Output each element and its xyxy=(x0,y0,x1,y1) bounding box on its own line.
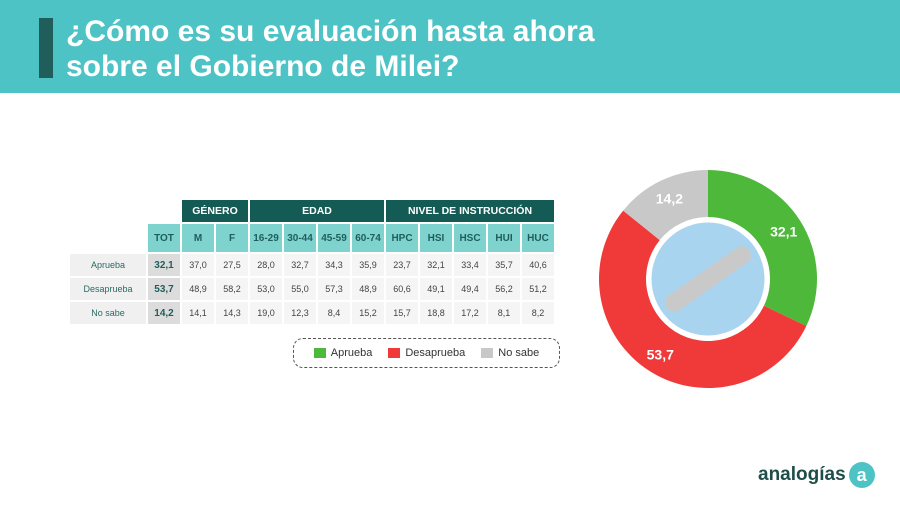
table-cell: 58,2 xyxy=(216,278,248,300)
legend-swatch xyxy=(313,348,326,358)
table-cell: 28,0 xyxy=(250,254,282,276)
table-cell: 18,8 xyxy=(420,302,452,324)
legend-item-nosabe: No sabe xyxy=(481,347,539,359)
table-cell: 48,9 xyxy=(182,278,214,300)
table-cell: 55,0 xyxy=(284,278,316,300)
column-header: HSI xyxy=(420,224,452,252)
analogias-logo: analogías a xyxy=(758,462,875,488)
data-label: 32,1 xyxy=(770,223,797,239)
group-header-nivel: NIVEL DE INSTRUCCIÓN xyxy=(386,200,554,222)
table-cell: 8,1 xyxy=(488,302,520,324)
group-header-genero: GÉNERO xyxy=(182,200,248,222)
column-header: 16-29 xyxy=(250,224,282,252)
table-cell: 19,0 xyxy=(250,302,282,324)
column-header: 60-74 xyxy=(352,224,384,252)
column-header: M xyxy=(182,224,214,252)
donut-slice-desaprueba xyxy=(598,210,807,389)
table-cell: 49,1 xyxy=(420,278,452,300)
table-cell: 32,7 xyxy=(284,254,316,276)
column-header: HSC xyxy=(454,224,486,252)
table-cell: 15,2 xyxy=(352,302,384,324)
row-label: No sabe xyxy=(70,302,146,324)
table-cell: 8,4 xyxy=(318,302,350,324)
table-cell: 12,3 xyxy=(284,302,316,324)
table-cell: 57,3 xyxy=(318,278,350,300)
table-row: Aprueba 32,1 37,0 27,5 28,0 32,7 34,3 35,9 23,7 3… xyxy=(70,254,554,276)
donut-chart: 32,1 53,7 14,2 xyxy=(598,170,817,389)
table-cell: 14,3 xyxy=(216,302,248,324)
table-cell: 33,4 xyxy=(454,254,486,276)
total-cell: 32,1 xyxy=(148,254,180,276)
donut-slice-no-sabe xyxy=(623,170,708,241)
group-header-edad: EDAD xyxy=(250,200,384,222)
table-cell: 32,1 xyxy=(420,254,452,276)
column-header: HPC xyxy=(386,224,418,252)
table-cell: 51,2 xyxy=(522,278,554,300)
logo-text: analogías xyxy=(758,464,846,485)
table-cell: 34,3 xyxy=(318,254,350,276)
table-cell: 8,2 xyxy=(522,302,554,324)
header-banner xyxy=(0,0,900,93)
data-label: 53,7 xyxy=(647,347,674,363)
legend-swatch xyxy=(481,348,494,358)
legend-item-aprueba: Aprueba xyxy=(313,347,373,359)
table-cell: 17,2 xyxy=(454,302,486,324)
table-cell: 14,1 xyxy=(182,302,214,324)
title-accent-bar xyxy=(39,18,53,78)
column-header: 45-59 xyxy=(318,224,350,252)
table-cell: 15,7 xyxy=(386,302,418,324)
data-label: 14,2 xyxy=(656,190,683,206)
column-header: HUC xyxy=(522,224,554,252)
baston-icon xyxy=(665,246,751,312)
legend-label: Aprueba xyxy=(330,347,373,359)
table-cell: 37,0 xyxy=(182,254,214,276)
table-cell: 40,6 xyxy=(522,254,554,276)
total-cell: 53,7 xyxy=(148,278,180,300)
crosstab-table: GÉNERO EDAD NIVEL DE INSTRUCCIÓN TOT M F 16… xyxy=(68,198,556,326)
legend-item-desaprueba: Desaprueba xyxy=(388,347,465,359)
column-header: TOT xyxy=(148,224,180,252)
table-cell: 56,2 xyxy=(488,278,520,300)
legend: Aprueba Desaprueba No sabe xyxy=(293,338,560,368)
table-cell: 49,4 xyxy=(454,278,486,300)
donut-slice-aprueba xyxy=(708,170,817,327)
table-cell: 53,0 xyxy=(250,278,282,300)
row-label: Aprueba xyxy=(70,254,146,276)
table-cell: 23,7 xyxy=(386,254,418,276)
page-title: ¿Cómo es su evaluación hasta ahora sobre… xyxy=(66,15,595,83)
legend-label: Desaprueba xyxy=(405,347,466,359)
logo-mark: a xyxy=(848,462,875,488)
table-cell: 35,9 xyxy=(352,254,384,276)
table-row: Desaprueba 53,7 48,9 58,2 53,0 55,0 57,3 48,9 60… xyxy=(70,278,554,300)
table-cell: 48,9 xyxy=(352,278,384,300)
table-cell: 35,7 xyxy=(488,254,520,276)
total-cell: 14,2 xyxy=(148,302,180,324)
table-cell: 27,5 xyxy=(216,254,248,276)
table-cell: 60,6 xyxy=(386,278,418,300)
column-header: HUI xyxy=(488,224,520,252)
legend-label: No sabe xyxy=(498,347,540,359)
table-row: No sabe 14,2 14,1 14,3 19,0 12,3 8,4 15,2 15,7 18… xyxy=(70,302,554,324)
column-header: F xyxy=(216,224,248,252)
legend-swatch xyxy=(388,348,401,358)
column-header: 30-44 xyxy=(284,224,316,252)
row-label: Desaprueba xyxy=(70,278,146,300)
